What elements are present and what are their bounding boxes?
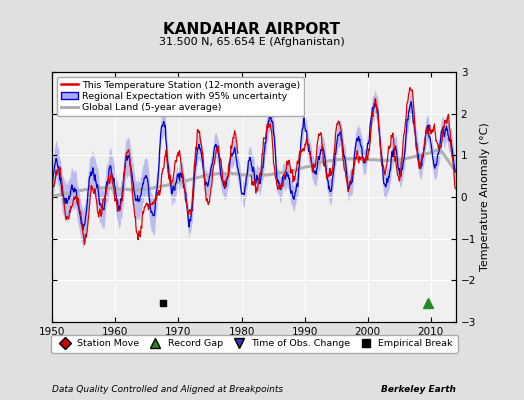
Y-axis label: Temperature Anomaly (°C): Temperature Anomaly (°C) <box>481 123 490 271</box>
Text: 31.500 N, 65.654 E (Afghanistan): 31.500 N, 65.654 E (Afghanistan) <box>159 37 344 47</box>
Legend: Station Move, Record Gap, Time of Obs. Change, Empirical Break: Station Move, Record Gap, Time of Obs. C… <box>51 335 457 353</box>
Legend: This Temperature Station (12-month average), Regional Expectation with 95% uncer: This Temperature Station (12-month avera… <box>57 77 304 116</box>
Text: Berkeley Earth: Berkeley Earth <box>381 385 456 394</box>
Text: KANDAHAR AIRPORT: KANDAHAR AIRPORT <box>163 22 340 37</box>
Text: Data Quality Controlled and Aligned at Breakpoints: Data Quality Controlled and Aligned at B… <box>52 385 283 394</box>
